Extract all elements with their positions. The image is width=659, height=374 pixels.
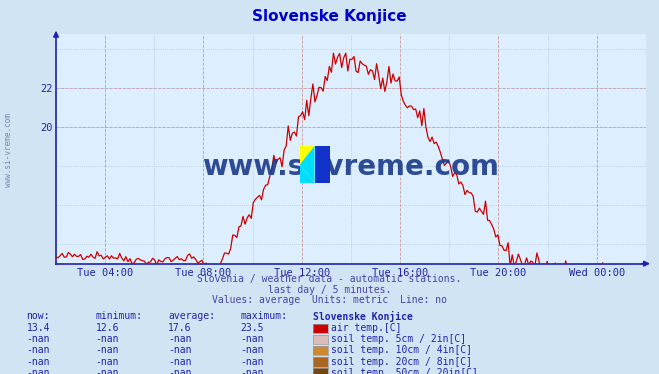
Text: now:: now: (26, 311, 50, 321)
Text: soil temp. 10cm / 4in[C]: soil temp. 10cm / 4in[C] (331, 346, 473, 355)
Text: -nan: -nan (168, 334, 192, 344)
Text: soil temp. 20cm / 8in[C]: soil temp. 20cm / 8in[C] (331, 357, 473, 367)
Text: 12.6: 12.6 (96, 323, 119, 333)
Text: -nan: -nan (26, 346, 50, 355)
Text: www.si-vreme.com: www.si-vreme.com (202, 153, 500, 181)
Text: -nan: -nan (26, 334, 50, 344)
Text: -nan: -nan (96, 368, 119, 374)
Text: -nan: -nan (96, 334, 119, 344)
Text: -nan: -nan (241, 368, 264, 374)
Text: -nan: -nan (96, 357, 119, 367)
Text: last day / 5 minutes.: last day / 5 minutes. (268, 285, 391, 295)
Text: -nan: -nan (241, 334, 264, 344)
Polygon shape (300, 165, 315, 183)
Text: 13.4: 13.4 (26, 323, 50, 333)
Polygon shape (300, 146, 315, 183)
Text: 17.6: 17.6 (168, 323, 192, 333)
Text: Slovenske Konjice: Slovenske Konjice (252, 9, 407, 24)
Text: average:: average: (168, 311, 215, 321)
Text: -nan: -nan (168, 357, 192, 367)
Text: air temp.[C]: air temp.[C] (331, 323, 402, 333)
Text: -nan: -nan (96, 346, 119, 355)
Text: minimum:: minimum: (96, 311, 142, 321)
Text: 23.5: 23.5 (241, 323, 264, 333)
Polygon shape (300, 146, 315, 165)
Text: -nan: -nan (168, 346, 192, 355)
Text: www.si-vreme.com: www.si-vreme.com (4, 113, 13, 187)
Text: maximum:: maximum: (241, 311, 287, 321)
Text: -nan: -nan (241, 357, 264, 367)
Text: -nan: -nan (168, 368, 192, 374)
Text: -nan: -nan (241, 346, 264, 355)
Text: Values: average  Units: metric  Line: no: Values: average Units: metric Line: no (212, 295, 447, 305)
Text: soil temp. 5cm / 2in[C]: soil temp. 5cm / 2in[C] (331, 334, 467, 344)
Text: -nan: -nan (26, 357, 50, 367)
Polygon shape (315, 146, 330, 183)
Text: Slovenia / weather data - automatic stations.: Slovenia / weather data - automatic stat… (197, 274, 462, 283)
Text: soil temp. 50cm / 20in[C]: soil temp. 50cm / 20in[C] (331, 368, 478, 374)
Text: -nan: -nan (26, 368, 50, 374)
Text: Slovenske Konjice: Slovenske Konjice (313, 310, 413, 322)
